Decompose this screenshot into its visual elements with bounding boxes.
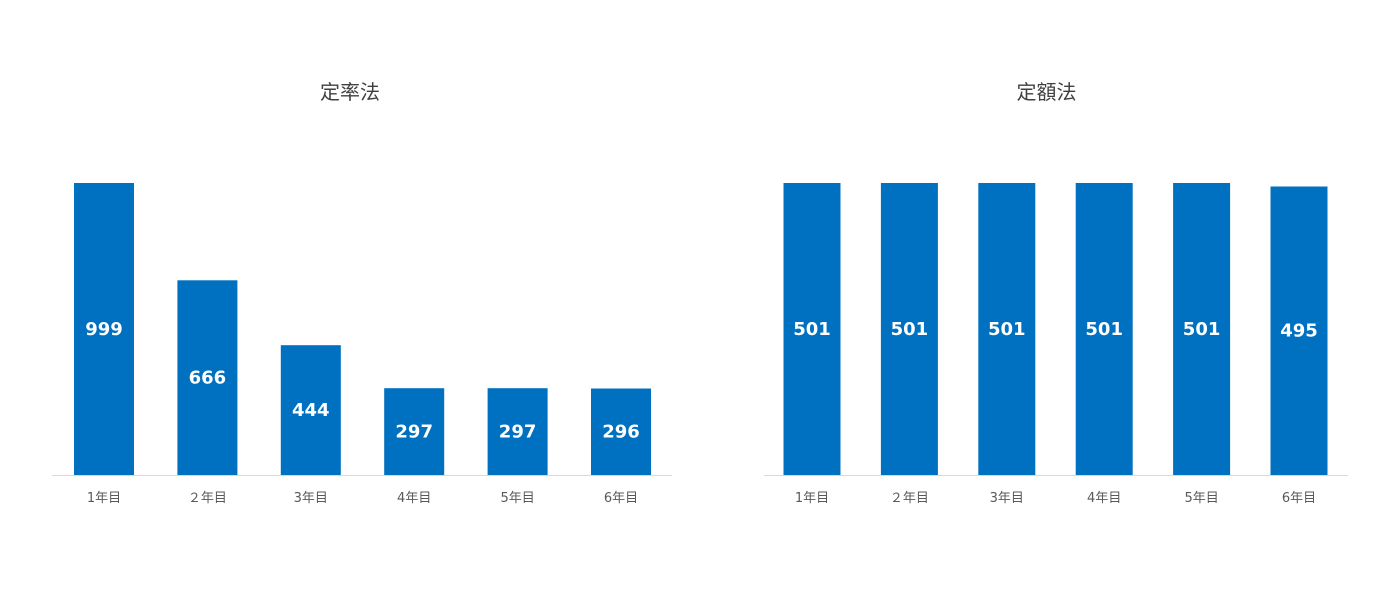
x-tick-label-1: 1年目 [87, 491, 121, 506]
straight-line-chart: 定額法 501 1年目 501 ２年目 501 3年目 501 4年目 501 5年目 495 6年目 [700, 0, 1393, 597]
x-tick-label-2: ２年目 [890, 491, 929, 506]
data-label-4: 297 [395, 422, 433, 443]
bar-5 [487, 388, 548, 475]
x-tick-label-6: 6年目 [1282, 491, 1316, 506]
x-tick-label-1: 1年目 [795, 491, 829, 506]
data-label-6: 296 [602, 422, 640, 443]
x-tick-label-2: ２年目 [188, 491, 227, 506]
bar-4 [1075, 183, 1133, 475]
plot-area: 501 1年目 501 ２年目 501 3年目 501 4年目 501 5年目 495 6年目 [764, 183, 1348, 506]
data-label-1: 501 [793, 319, 831, 340]
data-label-4: 501 [1085, 319, 1123, 340]
data-label-1: 999 [85, 319, 123, 340]
x-tick-label-5: 5年目 [1184, 491, 1218, 506]
bar-3 [978, 183, 1036, 475]
bar-1 [783, 183, 841, 475]
data-label-6: 495 [1280, 321, 1318, 342]
x-tick-label-4: 4年目 [1087, 491, 1121, 506]
declining-balance-chart: 定率法 999 1年目 666 ２年目 444 3年目 297 4年目 297 5年目 296 6年目 [52, 80, 672, 506]
data-label-2: 666 [189, 368, 227, 389]
bar-2 [177, 280, 238, 475]
bar-3 [280, 345, 341, 475]
plot-area: 999 1年目 666 ２年目 444 3年目 297 4年目 297 5年目 296 6年目 [52, 183, 672, 506]
bar-6 [1270, 186, 1328, 475]
bar-5 [1173, 183, 1231, 475]
x-tick-label-3: 3年目 [294, 491, 328, 506]
bar-2 [880, 183, 938, 475]
data-label-3: 444 [292, 400, 330, 421]
bar-1 [74, 183, 134, 475]
data-label-5: 297 [499, 422, 537, 443]
data-label-3: 501 [988, 319, 1026, 340]
data-label-2: 501 [891, 319, 929, 340]
data-label-5: 501 [1183, 319, 1221, 340]
x-tick-label-4: 4年目 [397, 491, 431, 506]
x-tick-label-3: 3年目 [990, 491, 1024, 506]
x-tick-label-6: 6年目 [604, 491, 638, 506]
bar-4 [384, 388, 445, 475]
chart-title: 定率法 [320, 80, 380, 104]
x-tick-label-5: 5年目 [500, 491, 534, 506]
bar-6 [591, 388, 651, 475]
chart-title: 定額法 [1016, 80, 1077, 104]
